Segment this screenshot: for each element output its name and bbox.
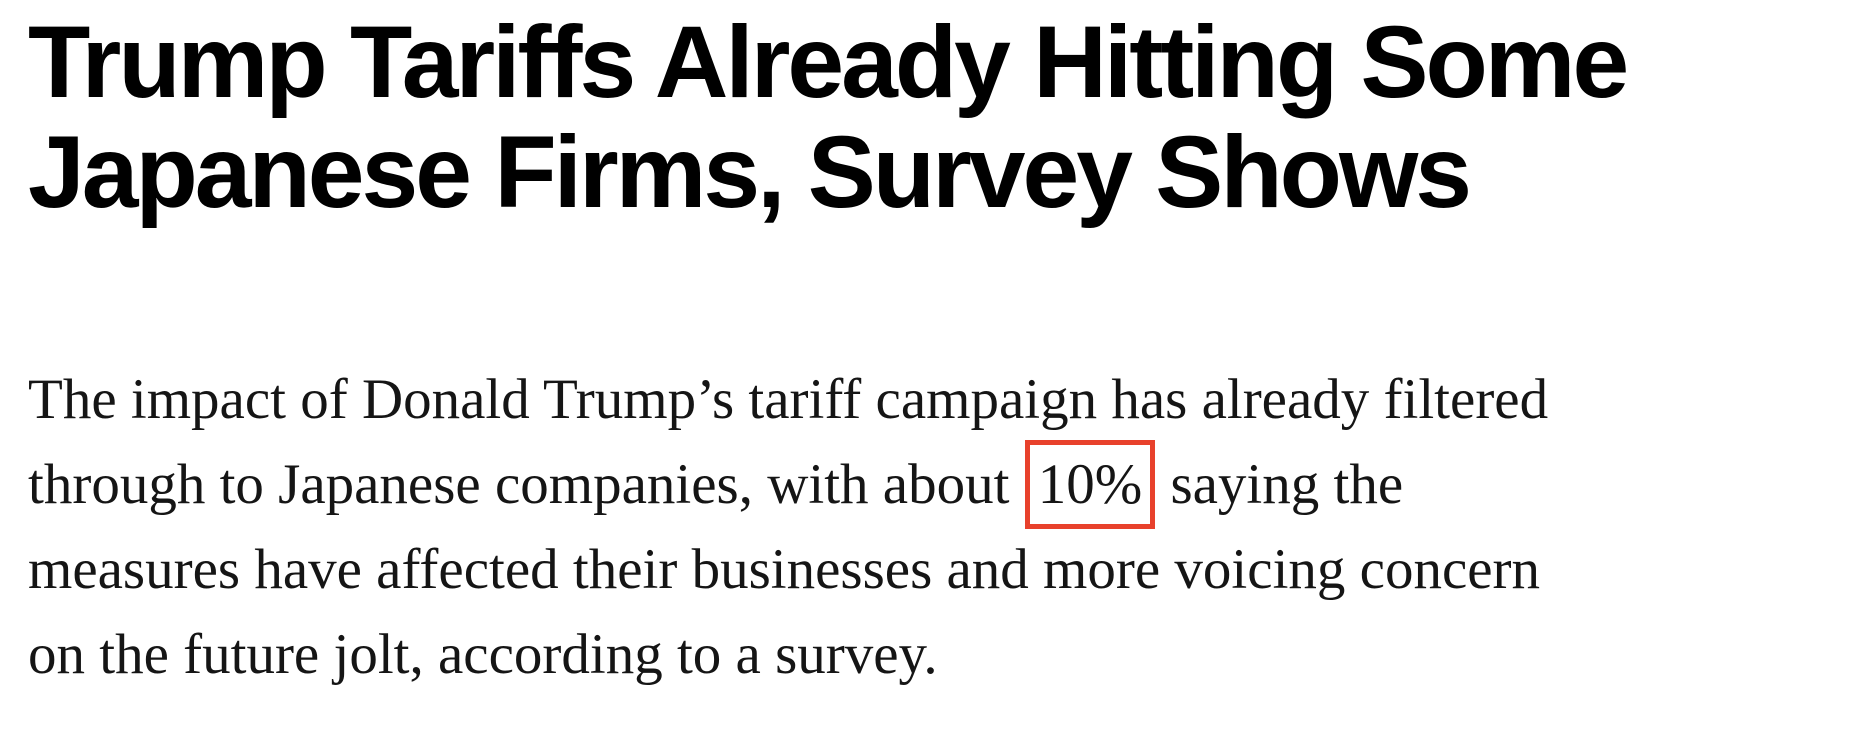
body-line-1: The impact of Donald Trump’s tariff camp… <box>28 368 1549 431</box>
body-line-3: measures have affected their businesses … <box>28 538 1541 601</box>
headline-line-1: Trump Tariffs Already Hitting Some <box>28 5 1629 119</box>
body-line-2: through to Japanese companies, with abou… <box>28 440 1834 529</box>
headline-line-2: Japanese Firms, Survey Shows <box>28 115 1472 229</box>
highlighted-value: 10% <box>1037 453 1143 516</box>
body-line-2-post: saying the <box>1156 453 1404 516</box>
body-line-4: on the future jolt, according to a surve… <box>28 623 938 686</box>
article-headline: Trump Tariffs Already Hitting Some Japan… <box>28 7 1834 227</box>
body-line-2-pre: through to Japanese companies, with abou… <box>28 453 1024 516</box>
article: Trump Tariffs Already Hitting Some Japan… <box>0 7 1854 697</box>
highlight-box: 10% <box>1024 440 1156 529</box>
article-body-paragraph: The impact of Donald Trump’s tariff camp… <box>28 357 1834 697</box>
